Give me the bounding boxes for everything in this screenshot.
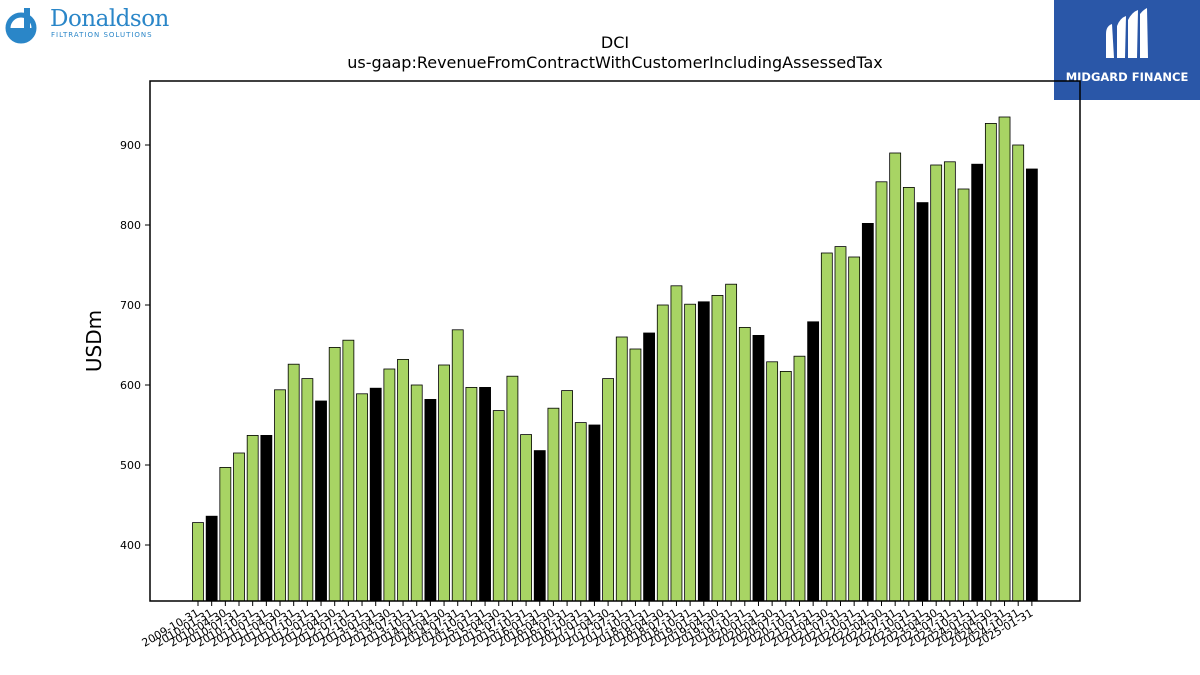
bar [533, 450, 546, 602]
bar [301, 378, 314, 602]
bar [315, 400, 327, 602]
bar [492, 410, 505, 602]
y-tick-label: 900 [120, 139, 141, 152]
bar [1012, 144, 1025, 602]
bar [766, 361, 779, 602]
y-tick-label: 400 [120, 539, 141, 552]
midgard-emblem-icon [1106, 8, 1148, 58]
bar [916, 202, 929, 602]
bar [574, 422, 587, 602]
bar [588, 424, 601, 602]
bar [424, 398, 437, 602]
bar [342, 339, 355, 602]
y-tick-label: 800 [120, 219, 141, 232]
bar [629, 348, 642, 602]
bar [834, 246, 847, 602]
bar [356, 393, 368, 602]
donaldson-emblem-icon [5, 8, 37, 44]
bar [547, 407, 560, 602]
bar [451, 329, 464, 602]
bar [246, 434, 259, 602]
donaldson-tagline: FILTRATION SOLUTIONS [51, 31, 153, 39]
bar [383, 368, 396, 602]
bar [369, 387, 382, 602]
bar [971, 163, 984, 602]
y-axis: 400 500 600 700 800 900 [120, 139, 150, 552]
y-tick-label: 500 [120, 459, 141, 472]
bar [287, 363, 300, 602]
y-tick-label: 600 [120, 379, 141, 392]
bar [984, 123, 997, 602]
bar [779, 370, 792, 602]
donaldson-logo: Donaldson FILTRATION SOLUTIONS [4, 4, 174, 46]
bar [410, 384, 423, 602]
bar [656, 304, 669, 602]
x-axis: 2009-10-312010-01-312010-04-302010-07-31… [140, 601, 1035, 650]
bar [615, 336, 628, 602]
bar [902, 186, 915, 602]
bar [807, 321, 820, 602]
bar [889, 152, 902, 602]
bar [520, 434, 532, 602]
bar [711, 294, 724, 602]
bar [875, 181, 888, 602]
bar [479, 386, 491, 602]
midgard-finance-logo: MIDGARD FINANCE [1054, 0, 1200, 100]
bar [465, 386, 478, 602]
bar [670, 285, 683, 602]
bar [192, 522, 204, 602]
bar [219, 466, 232, 602]
bar [205, 515, 218, 602]
bar [233, 452, 245, 602]
bar [397, 358, 409, 602]
bar [274, 389, 286, 602]
bar [643, 332, 656, 602]
bar [561, 390, 573, 602]
bar [861, 222, 874, 602]
plot-frame [149, 80, 1081, 602]
bar [793, 355, 806, 602]
bar [328, 346, 341, 602]
bar [848, 256, 861, 602]
bar [752, 334, 765, 602]
donaldson-brand-name: Donaldson [50, 6, 169, 32]
bar [1025, 168, 1038, 602]
bar [957, 188, 970, 602]
chart-subtitle: us-gaap:RevenueFromContractWithCustomerI… [347, 53, 883, 72]
bar [602, 378, 614, 602]
midgard-brand-name: MIDGARD FINANCE [1065, 70, 1189, 84]
bar [697, 301, 710, 602]
bar [943, 161, 956, 602]
chart-title: DCI [600, 33, 630, 52]
bar [738, 326, 751, 602]
bar [820, 252, 833, 602]
bar [438, 364, 450, 602]
bar [260, 434, 273, 602]
bar [930, 164, 943, 602]
y-tick-label: 700 [120, 299, 141, 312]
bar [684, 303, 697, 602]
bar-series [192, 116, 1038, 602]
y-axis-label: USDm [82, 310, 106, 372]
bar [506, 375, 519, 602]
bar [725, 283, 738, 602]
bar [998, 116, 1011, 602]
